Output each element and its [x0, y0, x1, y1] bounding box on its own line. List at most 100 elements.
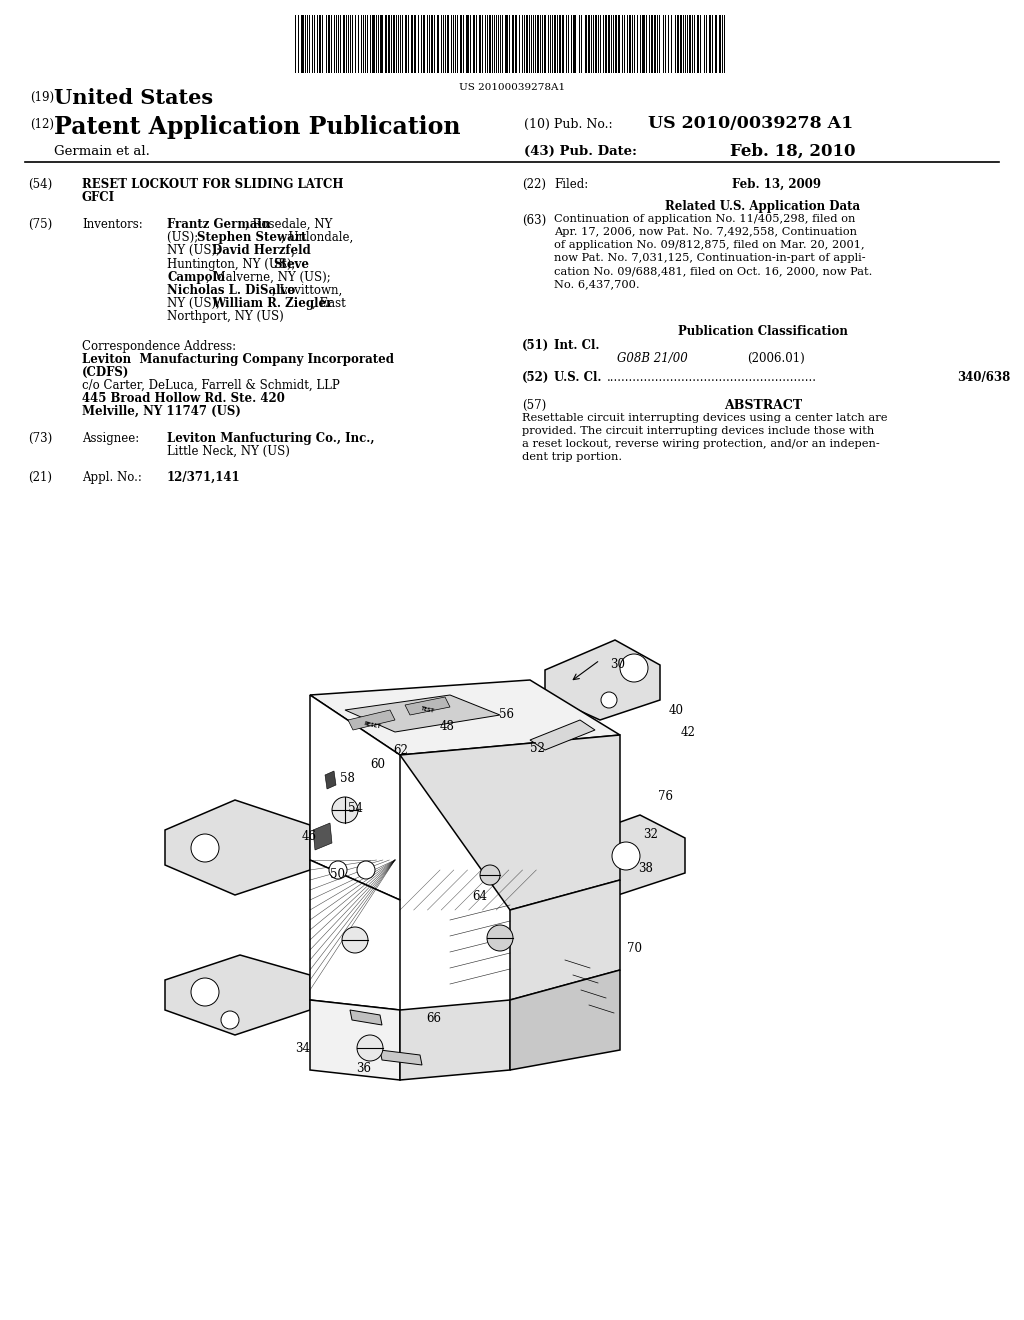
- Text: c/o Carter, DeLuca, Farrell & Schmidt, LLP: c/o Carter, DeLuca, Farrell & Schmidt, L…: [82, 379, 340, 392]
- Text: , Rosedale, NY: , Rosedale, NY: [245, 218, 332, 231]
- Text: (21): (21): [28, 471, 52, 484]
- Text: (63): (63): [522, 214, 546, 227]
- Text: Melville, NY 11747 (US): Melville, NY 11747 (US): [82, 405, 241, 418]
- Text: David Herzfeld: David Herzfeld: [212, 244, 311, 257]
- Polygon shape: [530, 719, 595, 750]
- Polygon shape: [510, 880, 620, 1001]
- Text: 62: 62: [393, 744, 408, 758]
- Bar: [715, 15, 717, 73]
- Bar: [573, 15, 575, 73]
- Text: 30: 30: [610, 659, 625, 672]
- Bar: [585, 15, 587, 73]
- Polygon shape: [510, 970, 620, 1071]
- Text: U.S. Cl.: U.S. Cl.: [554, 371, 601, 384]
- Bar: [414, 15, 416, 73]
- Bar: [460, 15, 462, 73]
- Text: 36: 36: [356, 1061, 371, 1074]
- Polygon shape: [400, 735, 620, 909]
- Text: (43) Pub. Date:: (43) Pub. Date:: [524, 145, 637, 158]
- Text: 445 Broad Hollow Rd. Ste. 420: 445 Broad Hollow Rd. Ste. 420: [82, 392, 285, 405]
- Text: 32: 32: [643, 828, 657, 841]
- Polygon shape: [310, 1001, 400, 1080]
- Text: US 20100039278A1: US 20100039278A1: [459, 83, 565, 92]
- Bar: [437, 15, 439, 73]
- Text: ABSTRACT: ABSTRACT: [724, 399, 802, 412]
- Text: Publication Classification: Publication Classification: [678, 325, 848, 338]
- Circle shape: [332, 797, 358, 822]
- Text: (19): (19): [30, 91, 54, 104]
- Text: Patent Application Publication: Patent Application Publication: [54, 115, 461, 139]
- Text: NY (US);: NY (US);: [167, 244, 224, 257]
- Polygon shape: [165, 800, 310, 895]
- Text: Campolo: Campolo: [167, 271, 224, 284]
- Text: Leviton Manfucturing Co., Inc.,: Leviton Manfucturing Co., Inc.,: [167, 432, 375, 445]
- Circle shape: [620, 653, 648, 682]
- Circle shape: [357, 861, 375, 879]
- Text: Appl. No.:: Appl. No.:: [82, 471, 142, 484]
- Text: (2006.01): (2006.01): [746, 352, 805, 366]
- Bar: [608, 15, 610, 73]
- Text: 56: 56: [499, 708, 514, 721]
- Text: 70: 70: [627, 941, 642, 954]
- Text: 34: 34: [295, 1041, 310, 1055]
- Text: Continuation of application No. 11/405,298, filed on: Continuation of application No. 11/405,2…: [554, 214, 855, 224]
- Text: a reset lockout, reverse wiring protection, and/or an indepen-: a reset lockout, reverse wiring protecti…: [522, 440, 880, 449]
- Bar: [709, 15, 711, 73]
- Text: 64: 64: [472, 891, 487, 903]
- Text: (10) Pub. No.:: (10) Pub. No.:: [524, 117, 612, 131]
- Circle shape: [342, 927, 368, 953]
- Bar: [642, 15, 645, 73]
- Bar: [654, 15, 656, 73]
- Text: 42: 42: [681, 726, 696, 739]
- Text: Correspondence Address:: Correspondence Address:: [82, 341, 237, 352]
- Bar: [447, 15, 449, 73]
- Text: Stephen Stewart: Stephen Stewart: [198, 231, 306, 244]
- Text: US 2010/0039278 A1: US 2010/0039278 A1: [648, 115, 853, 132]
- Circle shape: [329, 861, 347, 879]
- Text: 76: 76: [658, 789, 673, 803]
- Polygon shape: [380, 1049, 422, 1065]
- Text: 58: 58: [340, 771, 355, 784]
- Bar: [473, 15, 475, 73]
- Text: Int. Cl.: Int. Cl.: [554, 339, 599, 352]
- Text: of application No. 09/812,875, filed on Mar. 20, 2001,: of application No. 09/812,875, filed on …: [554, 240, 864, 249]
- Text: Frantz Germain: Frantz Germain: [167, 218, 270, 231]
- Polygon shape: [165, 954, 310, 1035]
- Text: NY (US);: NY (US);: [167, 297, 224, 310]
- Text: Apr. 17, 2006, now Pat. No. 7,492,558, Continuation: Apr. 17, 2006, now Pat. No. 7,492,558, C…: [554, 227, 857, 238]
- Polygon shape: [348, 710, 395, 730]
- Bar: [629, 15, 631, 73]
- Text: 54: 54: [348, 801, 362, 814]
- Bar: [372, 15, 375, 73]
- Circle shape: [191, 834, 219, 862]
- Polygon shape: [310, 861, 400, 1010]
- Text: Assignee:: Assignee:: [82, 432, 139, 445]
- Bar: [562, 15, 564, 73]
- Text: Related U.S. Application Data: Related U.S. Application Data: [666, 201, 860, 213]
- Polygon shape: [555, 814, 685, 896]
- Bar: [537, 15, 539, 73]
- Text: Inventors:: Inventors:: [82, 218, 142, 231]
- Polygon shape: [310, 680, 620, 755]
- Bar: [680, 15, 682, 73]
- Polygon shape: [345, 696, 500, 733]
- Bar: [489, 15, 490, 73]
- Text: (US);: (US);: [167, 231, 202, 244]
- Text: cation No. 09/688,481, filed on Oct. 16, 2000, now Pat.: cation No. 09/688,481, filed on Oct. 16,…: [554, 267, 872, 276]
- Text: Nicholas L. DiSalvo: Nicholas L. DiSalvo: [167, 284, 295, 297]
- Text: United States: United States: [54, 88, 213, 108]
- Bar: [385, 15, 387, 73]
- Text: (73): (73): [28, 432, 52, 445]
- Circle shape: [601, 692, 617, 708]
- Bar: [559, 15, 561, 73]
- Bar: [388, 15, 390, 73]
- Text: TEST: TEST: [421, 706, 435, 714]
- Text: 38: 38: [638, 862, 653, 874]
- Text: (22): (22): [522, 178, 546, 191]
- Bar: [689, 15, 691, 73]
- Bar: [697, 15, 699, 73]
- Bar: [512, 15, 514, 73]
- Text: Little Neck, NY (US): Little Neck, NY (US): [167, 445, 290, 458]
- Bar: [411, 15, 413, 73]
- Text: provided. The circuit interrupting devices include those with: provided. The circuit interrupting devic…: [522, 426, 874, 436]
